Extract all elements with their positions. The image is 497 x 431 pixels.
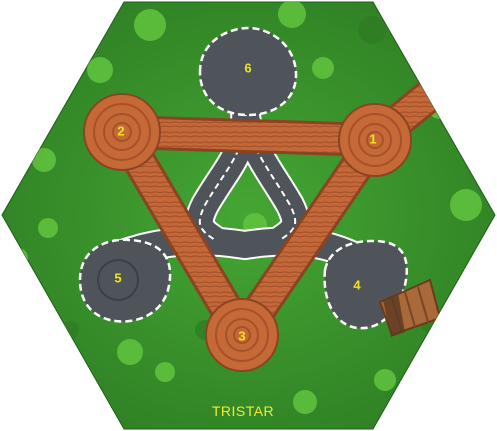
road-network — [105, 95, 385, 280]
node-label-3: 3 — [238, 329, 245, 344]
node-label-6: 6 — [244, 61, 251, 76]
wood-node-1[interactable] — [338, 103, 412, 177]
board-title: TRISTAR — [212, 403, 274, 419]
wood-node-3[interactable] — [205, 298, 279, 372]
node-label-5: 5 — [114, 271, 121, 286]
node-label-2: 2 — [117, 124, 124, 139]
road-node-6[interactable] — [198, 26, 298, 117]
node-label-1: 1 — [369, 132, 376, 147]
node-label-4: 4 — [353, 278, 361, 293]
wood-node-2[interactable] — [83, 93, 161, 171]
road-node-5[interactable] — [78, 238, 172, 323]
